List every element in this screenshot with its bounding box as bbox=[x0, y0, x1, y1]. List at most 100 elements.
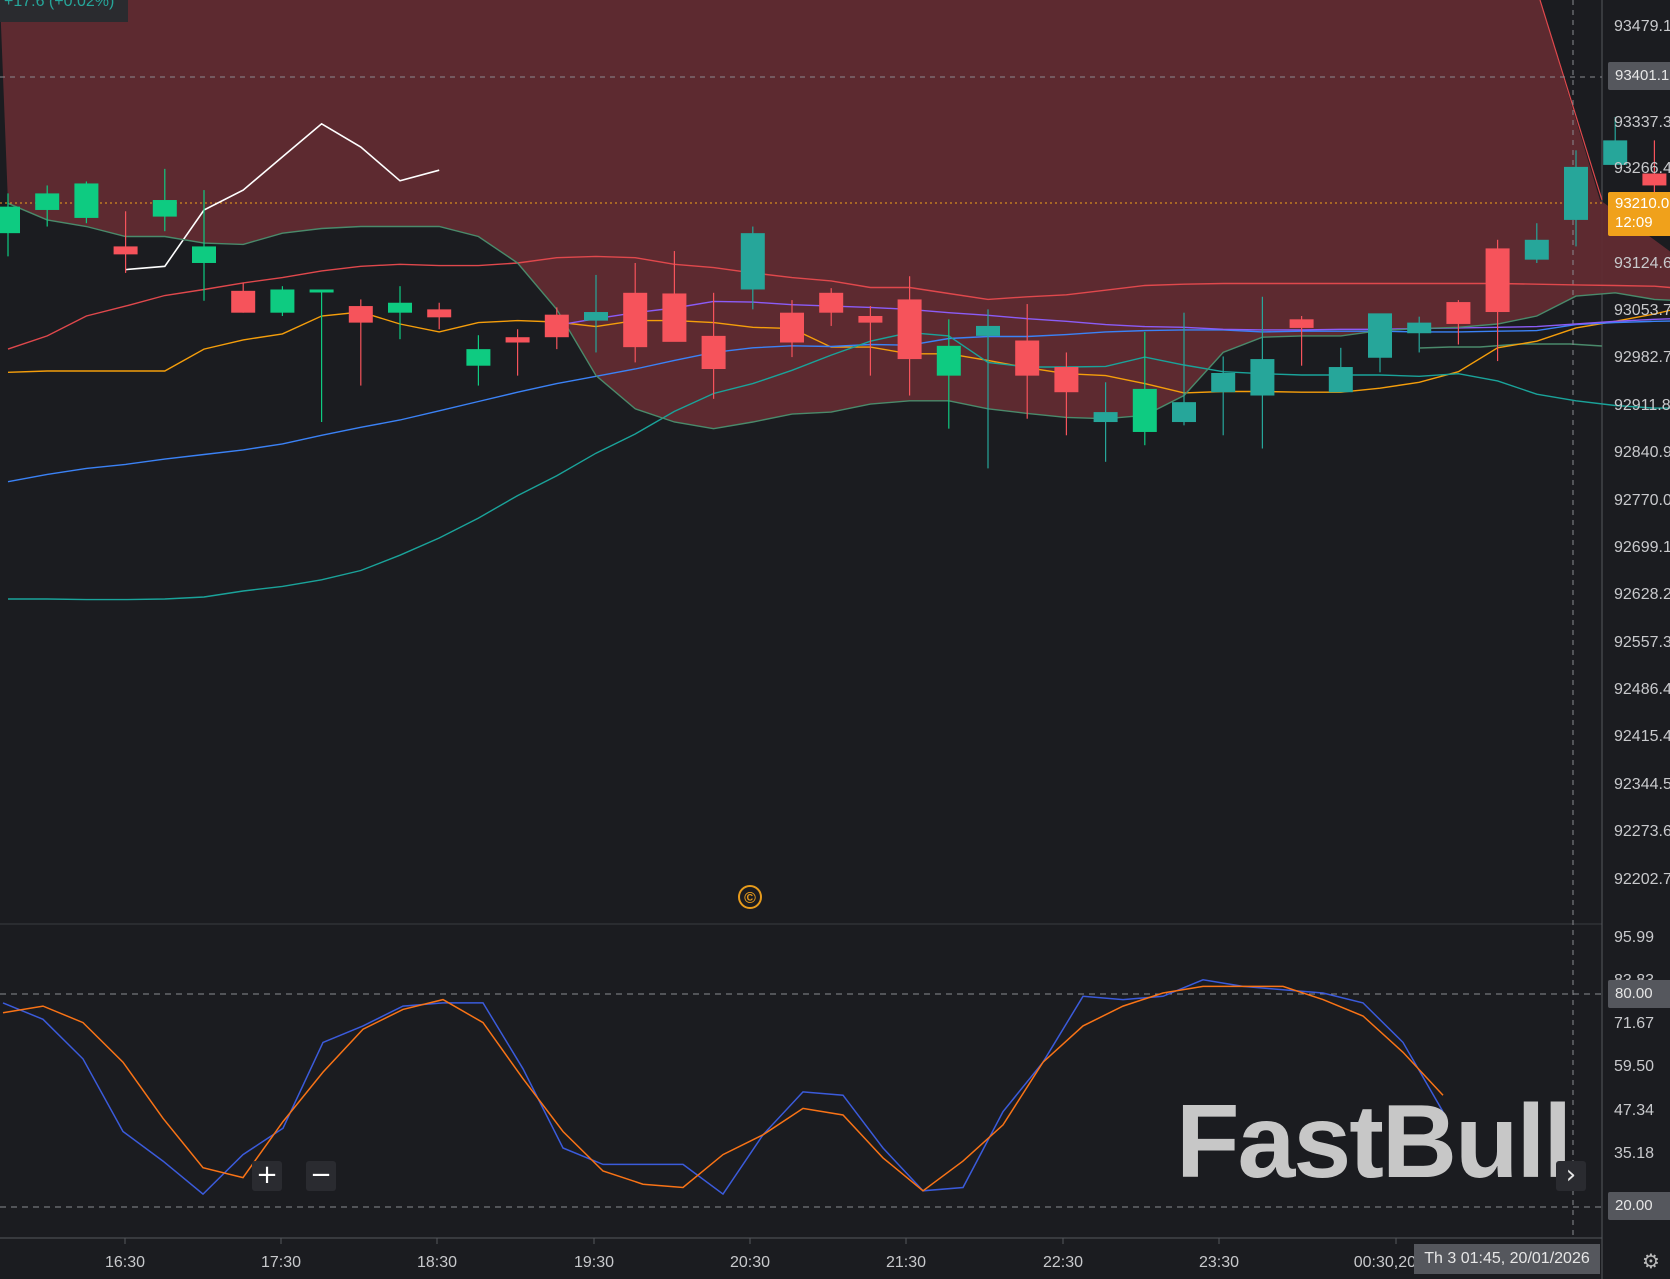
candle-body bbox=[1368, 313, 1392, 358]
time-tick-label: 19:30 bbox=[574, 1254, 614, 1271]
price-tick-label: 93479.1 bbox=[1614, 18, 1670, 35]
candle-body bbox=[662, 293, 687, 342]
crosshair-lines bbox=[0, 0, 1602, 1238]
osc-tick-label: 71.67 bbox=[1614, 1015, 1654, 1032]
price-tick-label: 92911.8 bbox=[1614, 397, 1670, 414]
osc-tick-label: 47.34 bbox=[1614, 1102, 1654, 1119]
settings-gear-icon[interactable]: ⚙ bbox=[1642, 1249, 1660, 1273]
price-tick-label: 93266.4 bbox=[1614, 160, 1670, 177]
osc-lower-band-label: 20.00 bbox=[1608, 1192, 1670, 1220]
candle-body bbox=[897, 299, 922, 360]
price-tick-label: 92415.4 bbox=[1614, 728, 1670, 745]
candle-body bbox=[701, 335, 726, 370]
price-tick-label: 92982.7 bbox=[1614, 349, 1670, 366]
candle-body bbox=[1407, 322, 1432, 334]
candle-body bbox=[1250, 359, 1275, 396]
price-change-badge: +17.6 (+0.02%) bbox=[0, 0, 128, 22]
candle-body bbox=[1211, 372, 1236, 393]
time-tick-label: 23:30 bbox=[1199, 1254, 1239, 1271]
price-tick-label: 93053.7 bbox=[1614, 302, 1670, 319]
candle-body bbox=[1054, 367, 1079, 393]
osc-tick-label: 35.18 bbox=[1614, 1145, 1654, 1162]
candle-body bbox=[348, 306, 373, 323]
price-tick-label: 92770.0 bbox=[1614, 492, 1670, 509]
indicator-line bbox=[7, 202, 1670, 430]
candle-body bbox=[505, 337, 530, 343]
candle-body bbox=[740, 233, 765, 290]
oscillator-line bbox=[2, 979, 1444, 1196]
candle-body bbox=[388, 302, 412, 313]
last-price-value: 93210.0 bbox=[1615, 195, 1670, 212]
candle-body bbox=[544, 314, 569, 338]
price-tick-label: 92344.5 bbox=[1614, 776, 1670, 793]
price-tick-label: 93337.3 bbox=[1614, 114, 1670, 131]
candle-body bbox=[35, 193, 60, 210]
time-tick-label: 21:30 bbox=[886, 1254, 926, 1271]
candle-body bbox=[192, 246, 216, 263]
price-tick-label: 92699.1 bbox=[1614, 539, 1670, 556]
candle-body bbox=[1132, 388, 1157, 432]
cursor-time-label: Th 3 01:45, 20/01/2026 bbox=[1414, 1244, 1600, 1274]
candle-body bbox=[427, 309, 452, 318]
crosshair-price-label: 93401.1 bbox=[1608, 62, 1670, 90]
indicator-line bbox=[125, 122, 440, 271]
cloud-lead-line bbox=[1419, 343, 1603, 349]
price-tick-label: 92202.7 bbox=[1614, 871, 1670, 888]
candle-body bbox=[1642, 173, 1667, 186]
candle-body bbox=[1093, 412, 1118, 423]
candle-body bbox=[584, 312, 608, 321]
candle-body bbox=[1446, 302, 1471, 324]
candle-body bbox=[780, 312, 804, 343]
time-tick-label: 16:30 bbox=[105, 1254, 145, 1271]
oscillator-lines bbox=[2, 979, 1444, 1196]
zoom-in-button[interactable]: + bbox=[252, 1161, 282, 1191]
candle-body bbox=[0, 206, 20, 234]
candle-body bbox=[1524, 239, 1549, 260]
osc-tick-label: 95.99 bbox=[1614, 929, 1654, 946]
time-tick-label: 20:30 bbox=[730, 1254, 770, 1271]
candle-body bbox=[1172, 402, 1196, 423]
candle-body bbox=[1015, 340, 1040, 376]
candle-body bbox=[623, 292, 648, 348]
candle-body bbox=[858, 315, 883, 323]
scroll-right-button[interactable]: › bbox=[1556, 1161, 1586, 1191]
candle-body bbox=[152, 200, 177, 217]
cloud-area bbox=[0, 0, 1670, 429]
price-tick-label: 92486.4 bbox=[1614, 681, 1670, 698]
osc-tick-label: 59.50 bbox=[1614, 1058, 1654, 1075]
indicator-line bbox=[7, 255, 1670, 350]
candle-countdown: 12:09 bbox=[1615, 214, 1653, 231]
price-tick-label: 92840.9 bbox=[1614, 444, 1670, 461]
time-tick-label: 17:30 bbox=[261, 1254, 301, 1271]
time-tick-label: 22:30 bbox=[1043, 1254, 1083, 1271]
fastbull-watermark: FastBull bbox=[1176, 1084, 1572, 1200]
candle-body bbox=[976, 325, 1000, 336]
zoom-out-button[interactable]: − bbox=[306, 1161, 336, 1191]
candle-body bbox=[466, 349, 491, 366]
candle-body bbox=[231, 290, 256, 313]
candle-body bbox=[309, 289, 334, 293]
candle-body bbox=[1328, 367, 1353, 393]
candle-body bbox=[1289, 319, 1314, 328]
candlesticks bbox=[0, 117, 1667, 469]
candle-body bbox=[270, 289, 295, 313]
price-tick-label: 92628.2 bbox=[1614, 586, 1670, 603]
price-tick-label: 92273.6 bbox=[1614, 823, 1670, 840]
time-tick-label: 18:30 bbox=[417, 1254, 457, 1271]
osc-upper-band-label: 80.00 bbox=[1608, 980, 1670, 1008]
cloud-edge-line bbox=[1539, 0, 1603, 201]
candle-body bbox=[74, 183, 99, 218]
oscillator-line bbox=[2, 985, 1444, 1192]
ichimoku-cloud bbox=[0, 0, 1670, 429]
price-tick-label: 93124.6 bbox=[1614, 255, 1670, 272]
last-price-label: 93210.0 12:09 bbox=[1608, 192, 1670, 236]
axes: 93479.1 93337.3 93266.4 93124.6 93053.7 92982… bbox=[105, 18, 1670, 1271]
copyright-icon: © bbox=[738, 885, 762, 909]
price-tick-label: 92557.3 bbox=[1614, 634, 1670, 651]
candle-body bbox=[1485, 248, 1510, 313]
candle-body bbox=[936, 345, 961, 376]
candle-body bbox=[819, 292, 844, 313]
candle-body bbox=[113, 246, 138, 255]
candle-body bbox=[1564, 166, 1588, 220]
